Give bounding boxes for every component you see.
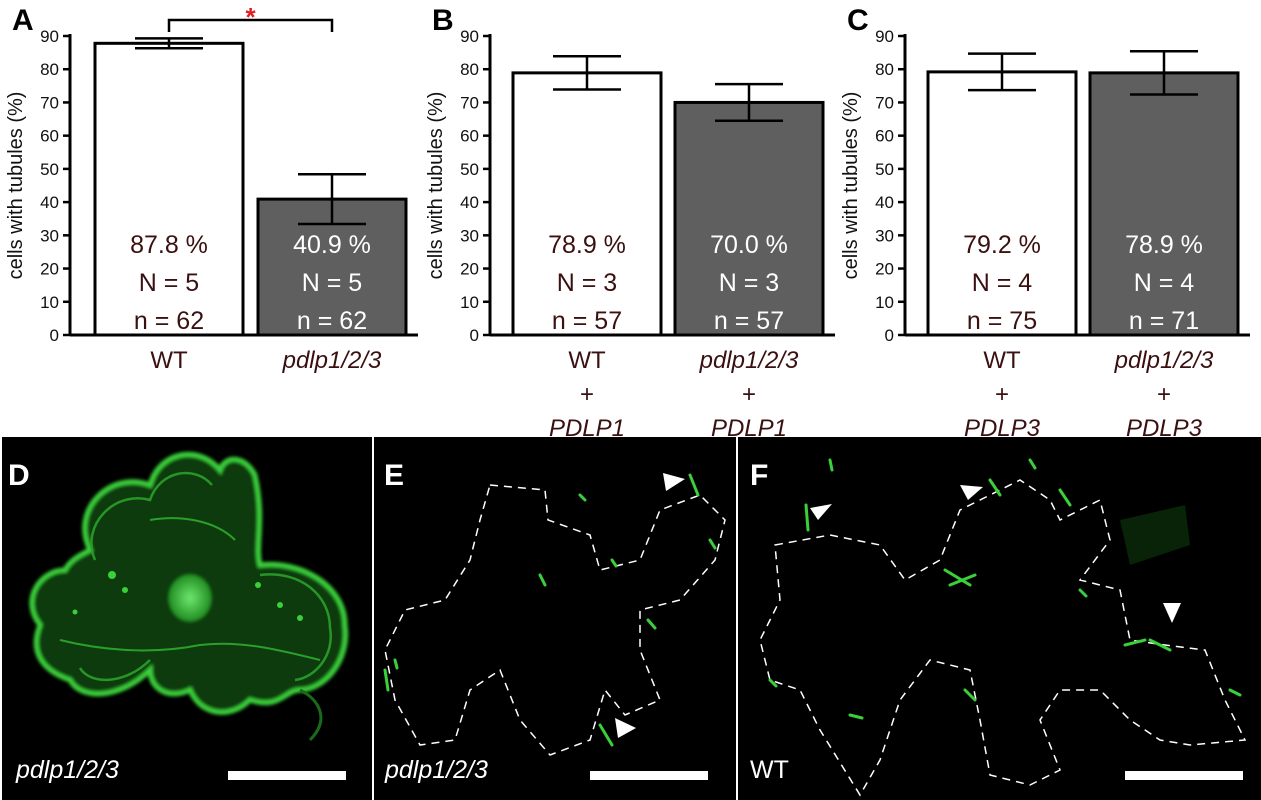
cell-d-image — [29, 452, 349, 742]
panel-letter-f: F — [750, 459, 768, 492]
x-category-label: pdlp1/2/3 — [699, 347, 799, 374]
y-tick-label: 60 — [40, 127, 59, 146]
significance-marker: * — [245, 2, 256, 32]
chart-panel-b: B 0 10 20 30 40 50 60 70 80 90 cells with tubules (… — [425, 4, 835, 442]
data-label: 78.9 % — [548, 231, 626, 259]
y-tick-label: 50 — [460, 160, 479, 179]
y-tick-label: 90 — [875, 27, 894, 46]
significance-bracket — [167, 18, 334, 32]
cell-outline — [759, 479, 1247, 797]
y-tick-label: 80 — [875, 60, 894, 79]
panel-letter: B — [432, 4, 454, 37]
y-tick-label: 90 — [40, 27, 59, 46]
data-label: N = 3 — [719, 269, 779, 297]
data-label: 70.0 % — [710, 231, 788, 259]
y-tick-label: 0 — [885, 326, 894, 345]
micrograph-f-genotype-label: WT — [750, 756, 789, 784]
y-tick-label: 60 — [460, 127, 479, 146]
bar — [1088, 71, 1240, 337]
y-tick-label: 30 — [40, 226, 59, 245]
y-tick-label: 20 — [460, 260, 479, 279]
y-tick-label: 70 — [875, 93, 894, 112]
y-tick-label: 50 — [40, 160, 59, 179]
x-category-label: pdlp1/2/3 — [1114, 347, 1214, 374]
data-label: 40.9 % — [293, 231, 371, 259]
x-category-label: + — [1157, 381, 1171, 408]
arrowhead-marker — [1163, 603, 1181, 623]
panel-letter-e: E — [384, 459, 404, 492]
data-label: N = 5 — [302, 269, 362, 297]
data-label: N = 3 — [557, 269, 617, 297]
x-category-label: WT — [568, 347, 606, 374]
x-category-label: pdlp1/2/3 — [282, 347, 382, 374]
x-category-label: WT — [150, 347, 188, 374]
micrograph-f-background — [738, 437, 1261, 800]
y-tick-label: 0 — [50, 326, 59, 345]
data-label: 78.9 % — [1125, 231, 1203, 259]
y-tick-label: 10 — [460, 293, 479, 312]
x-category-label: + — [580, 381, 594, 408]
data-label: n = 75 — [967, 307, 1037, 335]
panel-letter: C — [847, 4, 869, 37]
bar — [926, 70, 1078, 337]
x-category-label: + — [742, 381, 756, 408]
data-label: N = 4 — [1134, 269, 1195, 297]
bar — [93, 41, 245, 337]
micrograph-panel-e: pdlp1/2/3 E — [374, 437, 736, 800]
y-tick-label: 0 — [470, 326, 479, 345]
y-tick-label: 40 — [875, 193, 894, 212]
arrowhead-marker — [810, 504, 832, 520]
data-label: n = 62 — [297, 307, 367, 335]
panel-letter-d: D — [8, 459, 30, 492]
micrograph-d-genotype-label: pdlp1/2/3 — [15, 756, 119, 784]
y-tick-label: 20 — [40, 260, 59, 279]
cell-outline — [384, 484, 726, 756]
tubule-signals — [383, 473, 717, 747]
y-axis-label: cells with tubules (%) — [840, 92, 862, 280]
x-category-label: WT — [983, 347, 1021, 374]
y-tick-label: 10 — [40, 293, 59, 312]
data-label: 79.2 % — [963, 231, 1041, 259]
scale-bar — [228, 771, 346, 780]
micrograph-panel-f: WT F — [738, 437, 1261, 800]
bar — [673, 100, 825, 337]
y-tick-label: 70 — [460, 93, 479, 112]
y-tick-label: 10 — [875, 293, 894, 312]
panel-letter: A — [12, 4, 34, 37]
chart-panel-c: C 0 10 20 30 40 50 60 70 80 90 cells with tubules (… — [840, 4, 1250, 442]
y-tick-label: 40 — [460, 193, 479, 212]
y-tick-label: 50 — [875, 160, 894, 179]
data-label: N = 5 — [139, 269, 199, 297]
data-label: n = 57 — [552, 307, 622, 335]
y-axis-label: cells with tubules (%) — [5, 92, 27, 280]
arrowhead-marker — [663, 473, 685, 491]
bar — [511, 71, 663, 337]
data-label: n = 57 — [714, 307, 784, 335]
y-tick-label: 90 — [460, 27, 479, 46]
data-label: n = 71 — [1129, 307, 1199, 335]
y-tick-label: 20 — [875, 260, 894, 279]
chart-panel-a: A 0 10 20 30 40 50 60 70 80 90 cells with tubules (… — [5, 2, 418, 374]
data-label: 87.8 % — [130, 231, 208, 259]
y-tick-label: 60 — [875, 127, 894, 146]
y-tick-label: 30 — [460, 226, 479, 245]
y-tick-label: 40 — [40, 193, 59, 212]
scale-bar — [1125, 771, 1243, 780]
arrowhead-marker — [615, 718, 636, 738]
micrograph-panel-d: pdlp1/2/3 D — [2, 437, 372, 800]
y-tick-label: 80 — [40, 60, 59, 79]
scale-bar — [590, 771, 708, 780]
y-tick-label: 70 — [40, 93, 59, 112]
micrograph-e-background — [374, 437, 736, 800]
data-label: N = 4 — [972, 269, 1033, 297]
micrograph-e-genotype-label: pdlp1/2/3 — [384, 756, 488, 784]
arrowhead-marker — [960, 485, 983, 500]
data-label: n = 62 — [134, 307, 204, 335]
tubule-signals — [768, 458, 1242, 720]
x-category-label: + — [995, 381, 1009, 408]
y-tick-label: 30 — [875, 226, 894, 245]
y-axis-label: cells with tubules (%) — [425, 92, 447, 280]
y-tick-label: 80 — [460, 60, 479, 79]
